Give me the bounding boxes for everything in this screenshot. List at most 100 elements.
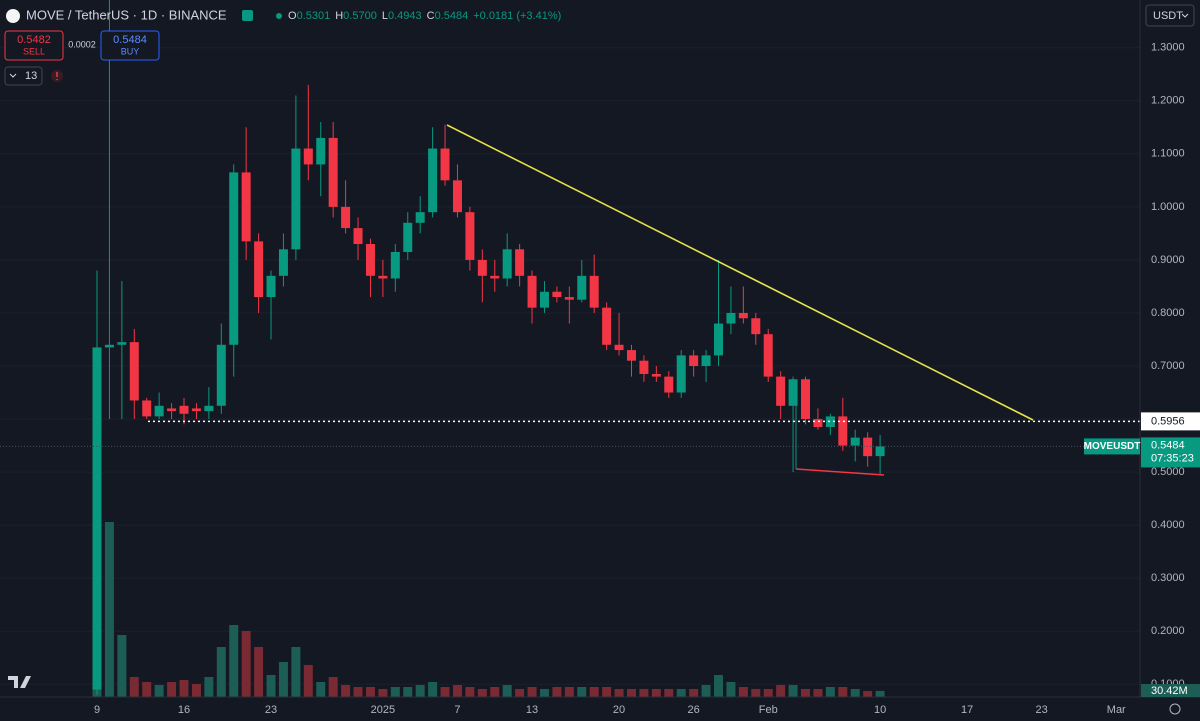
x-tick-label: 2025 bbox=[371, 704, 395, 716]
volume-bar bbox=[465, 687, 475, 697]
volume-bar bbox=[801, 689, 811, 697]
volume-bar bbox=[639, 689, 649, 697]
indicators-toggle[interactable] bbox=[4, 66, 43, 86]
indicator-count[interactable]: 13 bbox=[25, 70, 37, 82]
candle-body bbox=[191, 408, 201, 412]
sell-price[interactable]: 0.5482 bbox=[17, 34, 51, 46]
volume-bar bbox=[316, 682, 326, 697]
x-tick-label: 23 bbox=[1036, 704, 1048, 716]
y-tick-label: 1.1000 bbox=[1151, 148, 1185, 160]
candle-body bbox=[117, 342, 127, 345]
candle-body bbox=[291, 148, 301, 250]
volume-bar bbox=[527, 687, 537, 697]
currency-button[interactable] bbox=[1145, 4, 1195, 27]
volume-bar bbox=[303, 665, 313, 697]
settings-icon[interactable] bbox=[1169, 703, 1181, 715]
candle-body bbox=[564, 297, 574, 300]
volume-bar bbox=[614, 689, 624, 697]
volume-bar bbox=[167, 682, 177, 697]
candle-body bbox=[639, 360, 649, 374]
volume-bar bbox=[490, 687, 500, 697]
candle-body bbox=[825, 416, 835, 428]
candle-body bbox=[577, 275, 587, 300]
ohlc-values: O0.5301 H0.5700 L0.4943 C0.5484 +0.0181 (+3.… bbox=[288, 10, 561, 22]
volume-bar bbox=[689, 689, 699, 697]
y-tick-label: 1.0000 bbox=[1151, 201, 1185, 213]
candle-body bbox=[104, 344, 114, 348]
volume-bar bbox=[552, 687, 562, 697]
candle-body bbox=[738, 312, 748, 319]
ohlc-change: +0.0181 (+3.41%) bbox=[473, 10, 561, 22]
volume-bar bbox=[390, 687, 400, 697]
ohlc-value: 0.5700 bbox=[343, 10, 377, 22]
x-tick-label: Feb bbox=[759, 704, 778, 716]
volume-bar bbox=[776, 685, 786, 697]
horizontal-line-label: 0.5956 bbox=[1151, 415, 1185, 427]
volume-bar bbox=[626, 689, 636, 697]
volume-bar bbox=[701, 685, 711, 697]
y-tick-label: 1.2000 bbox=[1151, 95, 1185, 107]
candle-body bbox=[92, 347, 102, 690]
buy-price[interactable]: 0.5484 bbox=[113, 34, 147, 46]
volume-bar bbox=[341, 685, 351, 697]
candle-body bbox=[701, 355, 711, 367]
x-tick-label: 10 bbox=[874, 704, 886, 716]
dropdown-icon[interactable] bbox=[1181, 13, 1189, 18]
x-tick-label: 7 bbox=[454, 704, 460, 716]
candle-body bbox=[129, 342, 139, 401]
volume-bar bbox=[751, 689, 761, 697]
candle-body bbox=[341, 206, 351, 229]
volume-bar bbox=[378, 689, 388, 697]
volume-bar bbox=[216, 647, 226, 697]
candle-body bbox=[788, 379, 798, 406]
candle-body bbox=[527, 275, 537, 308]
candle-body bbox=[428, 148, 438, 213]
symbol-tag bbox=[1084, 438, 1140, 455]
buy-button[interactable] bbox=[100, 30, 160, 61]
buy-label[interactable]: BUY bbox=[121, 46, 140, 56]
volume-bar bbox=[602, 687, 612, 697]
volume-bar bbox=[539, 689, 549, 697]
volume-bar bbox=[726, 682, 736, 697]
x-tick-label: 23 bbox=[265, 704, 277, 716]
x-tick-label: 9 bbox=[94, 704, 100, 716]
ohlc-value: 0.5301 bbox=[297, 10, 331, 22]
candle-body bbox=[266, 275, 276, 298]
overlay bbox=[0, 420, 1140, 447]
volume-bar bbox=[403, 687, 413, 697]
candle-body bbox=[353, 228, 363, 245]
candle-body bbox=[763, 334, 773, 377]
volume-bar bbox=[191, 684, 201, 697]
y-tick-label: 0.7000 bbox=[1151, 360, 1185, 372]
volume-bar bbox=[266, 675, 276, 697]
sell-label[interactable]: SELL bbox=[23, 46, 45, 56]
last-price-label: 0.5484 bbox=[1151, 439, 1185, 451]
y-tick-label: 0.9000 bbox=[1151, 254, 1185, 266]
volume-bar bbox=[179, 680, 189, 697]
candle-body bbox=[850, 437, 860, 446]
candle-body bbox=[415, 212, 425, 223]
countdown: 07:35:23 bbox=[1151, 452, 1194, 464]
volume-bar bbox=[589, 687, 599, 697]
collapse-icon[interactable] bbox=[9, 73, 17, 78]
candle-body bbox=[515, 249, 525, 276]
candle-body bbox=[614, 344, 624, 351]
candle-body bbox=[502, 249, 512, 279]
y-tick-label: 0.2000 bbox=[1151, 625, 1185, 637]
candle-body bbox=[801, 379, 811, 420]
volume-bar bbox=[440, 687, 450, 697]
candle-body bbox=[689, 355, 699, 367]
candle-body bbox=[142, 400, 152, 417]
sell-button[interactable] bbox=[4, 30, 64, 61]
volume-bar bbox=[104, 522, 114, 697]
candle-body bbox=[204, 405, 214, 412]
symbol-logo bbox=[6, 9, 20, 23]
candle-body bbox=[664, 376, 674, 393]
currency[interactable]: USDT bbox=[1153, 10, 1183, 22]
volume-bar bbox=[452, 685, 462, 697]
volume-bar bbox=[714, 675, 723, 697]
candle-layer bbox=[92, 0, 885, 695]
x-tick-label: 13 bbox=[526, 704, 538, 716]
